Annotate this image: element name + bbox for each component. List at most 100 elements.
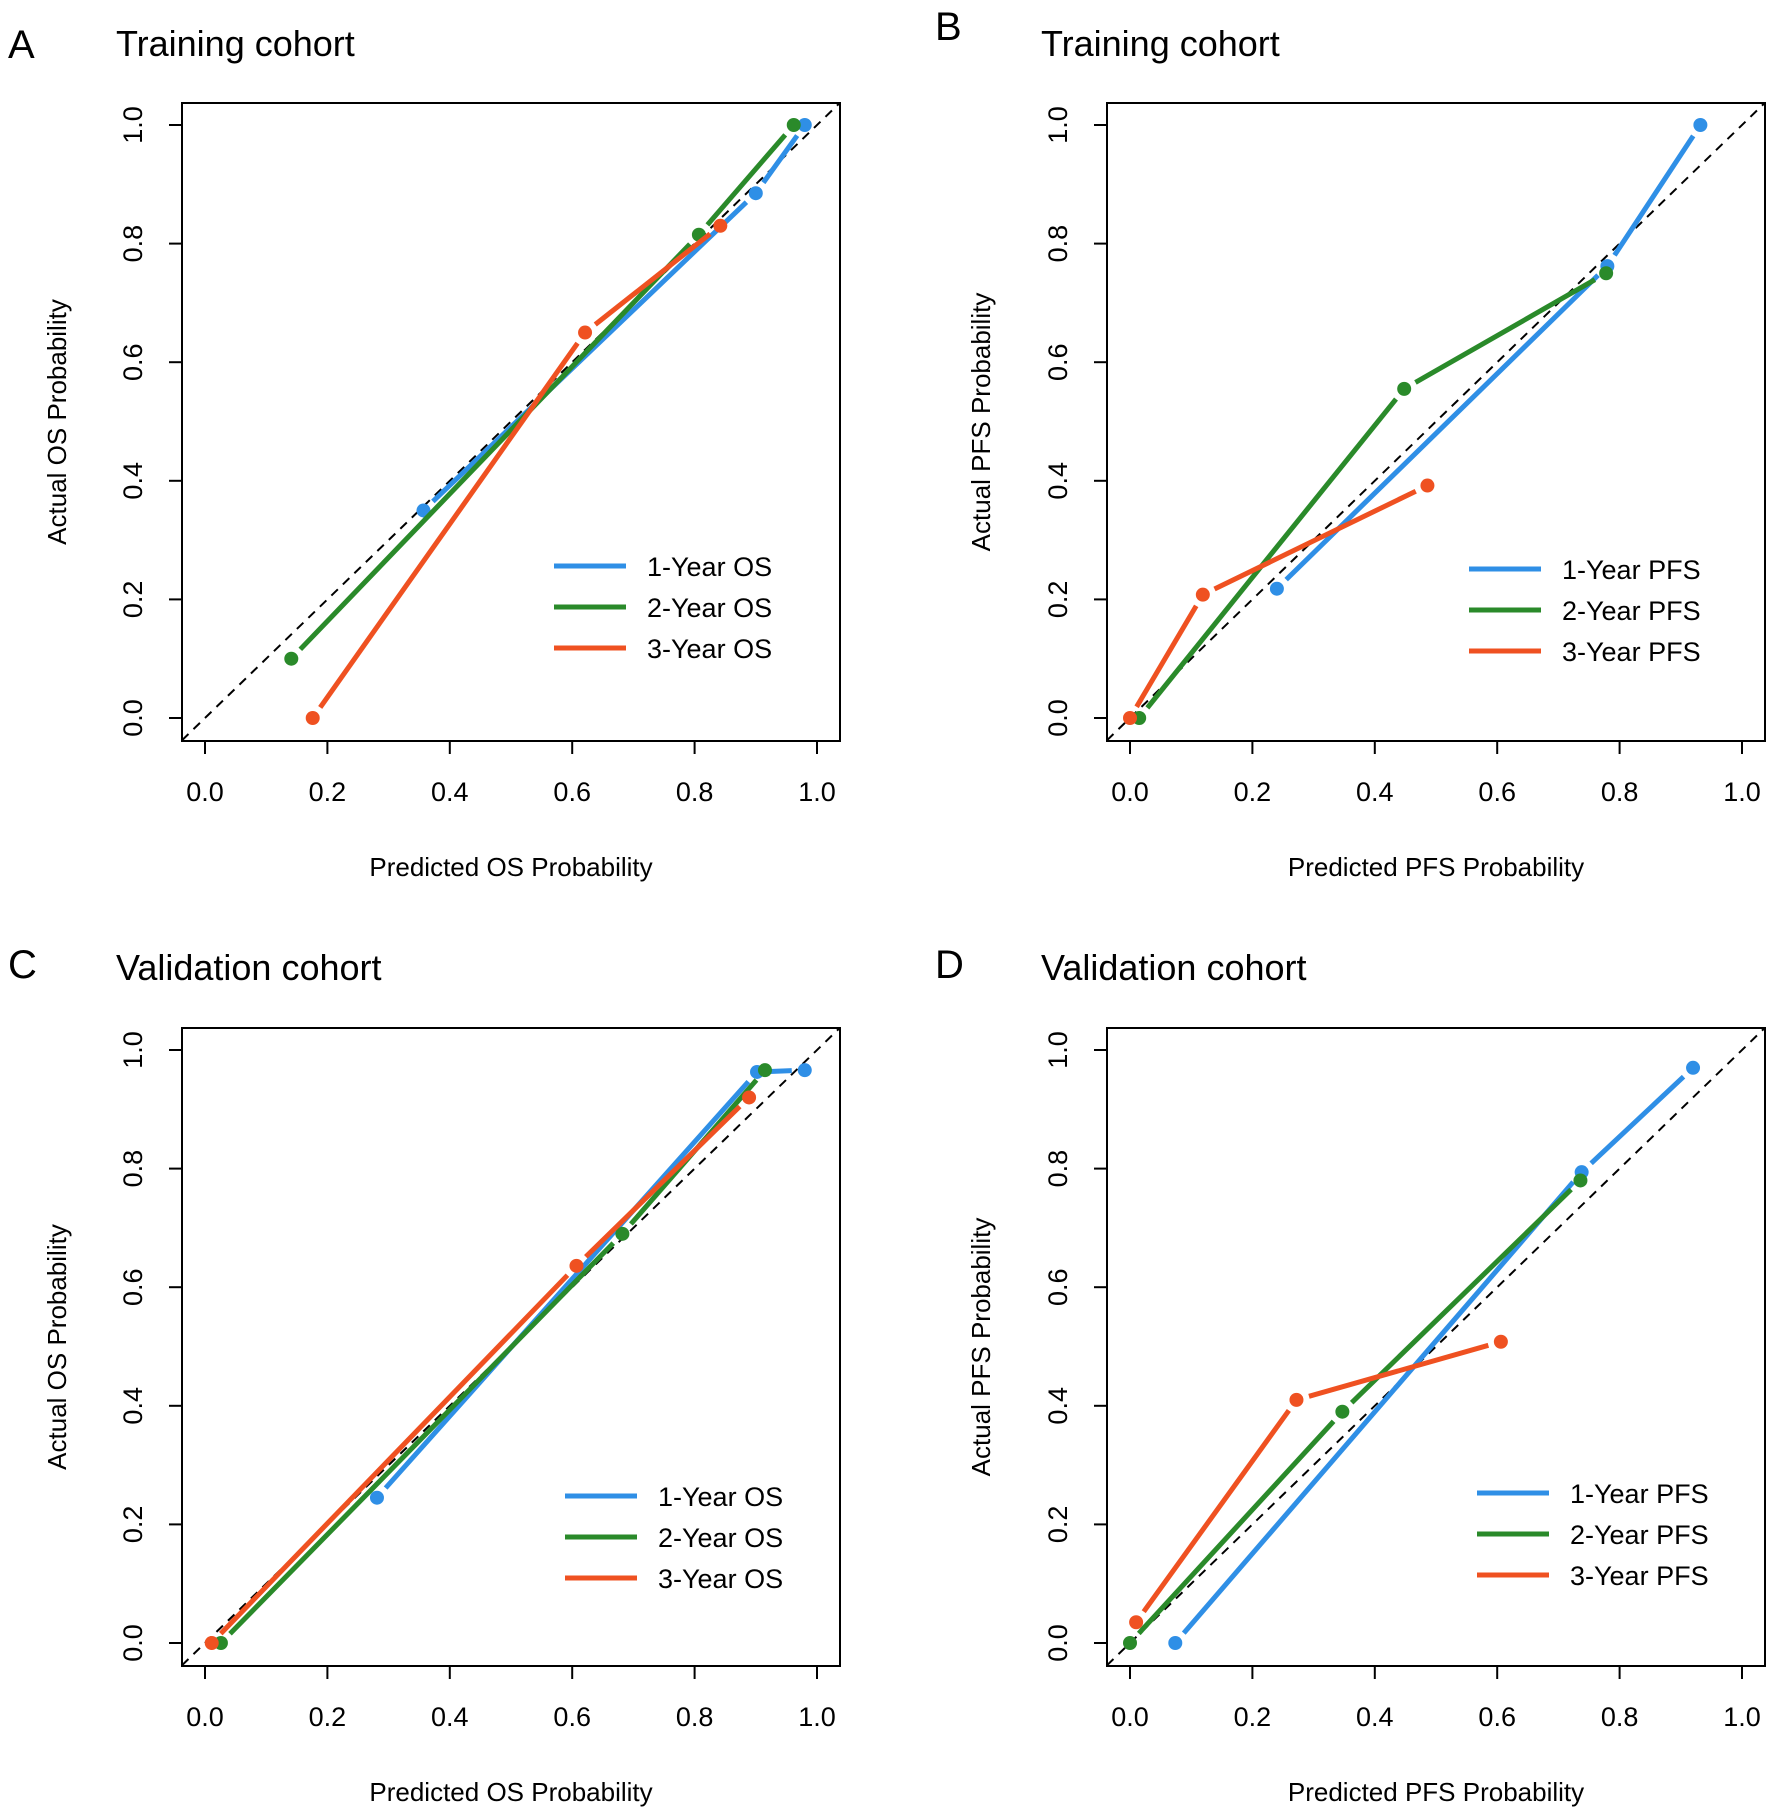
legend-label-1-a: 1-Year OS [647,552,772,582]
y-tick-label: 0.2 [1043,581,1073,619]
reference-diagonal-b [1106,102,1766,742]
data-point-2-b [1599,266,1614,281]
data-point-3-a [305,711,320,725]
y-tick-label: 0.2 [1043,1506,1073,1544]
x-axis-label-d: Predicted PFS Probability [1288,1777,1584,1807]
plot-frame-a [181,102,841,742]
x-axis-label-b: Predicted PFS Probability [1288,852,1584,882]
y-tick-label: 0.0 [118,699,148,737]
reference-diagonal-a [181,102,841,742]
data-point-3-c [204,1636,219,1650]
legend-label-2-d: 2-Year PFS [1570,1520,1709,1550]
y-tick-label: 0.2 [118,581,148,619]
y-axis-label-a: Actual OS Probability [42,299,72,545]
series-line-3-d [1141,1408,1291,1614]
data-point-2-a [786,118,801,132]
plot-frame-c [181,1027,841,1667]
plot-frame-b [1106,102,1766,742]
y-axis-label-c: Actual OS Probability [42,1224,72,1470]
series-line-3-b [1134,604,1199,709]
x-tick-label: 0.0 [186,1702,224,1732]
series-line-2-a [705,133,788,227]
x-tick-label: 0.8 [676,1702,714,1732]
data-point-1-d [1168,1636,1183,1650]
series-line-1-b [1612,134,1696,257]
x-tick-label: 0.6 [553,777,591,807]
y-tick-label: 0.2 [118,1506,148,1544]
series-line-2-a [298,242,692,652]
data-point-2-d [1335,1404,1350,1419]
data-point-1-c [369,1490,384,1505]
data-point-1-c [797,1063,812,1078]
y-tick-label: 0.0 [118,1624,148,1662]
series-line-1-c [383,1079,751,1490]
legend-label-3-b: 3-Year PFS [1562,637,1701,667]
x-tick-label: 1.0 [1723,1702,1761,1732]
x-axis-label-c: Predicted OS Probability [369,1777,652,1807]
series-line-1-d [1181,1180,1576,1635]
legend-label-3-a: 3-Year OS [647,634,772,664]
y-tick-label: 1.0 [1043,1031,1073,1069]
data-point-2-c [615,1226,630,1241]
series-line-2-d [1349,1187,1573,1405]
series-line-1-c [769,1068,792,1074]
data-point-3-a [713,218,728,233]
y-tick-label: 0.0 [1043,699,1073,737]
panel-b: B Training cohort 0.0 0.2 0.4 0.6 0.8 1.0 0.0 0… [935,5,1766,882]
y-tick-label: 0.8 [118,225,148,263]
legend-label-2-a: 2-Year OS [647,593,772,623]
data-point-3-a [578,325,593,340]
legend-label-1-c: 1-Year OS [658,1482,783,1512]
x-tick-label: 1.0 [798,777,836,807]
panel-letter-d: D [935,943,964,987]
x-tick-label: 0.0 [1111,1702,1149,1732]
x-tick-label: 0.4 [1356,777,1394,807]
data-point-3-c [742,1090,757,1105]
data-point-1-b [1269,581,1284,596]
y-tick-label: 0.6 [118,343,148,381]
x-tick-label: 0.0 [1111,777,1149,807]
data-point-1-b [1693,118,1708,132]
data-point-2-b [1397,381,1412,396]
y-tick-label: 0.4 [118,1387,148,1425]
y-tick-label: 1.0 [1043,106,1073,144]
series-line-3-b [1213,488,1417,592]
panel-title-d: Validation cohort [1041,947,1307,988]
data-point-1-a [797,118,812,132]
panel-a: A Training cohort 0.0 0.2 0.4 0.6 0.8 1.0 0.0 0… [8,23,841,882]
y-tick-label: 0.6 [1043,343,1073,381]
legend-label-2-c: 2-Year OS [658,1523,783,1553]
legend-label-1-d: 1-Year PFS [1570,1479,1709,1509]
y-tick-label: 0.0 [1043,1624,1073,1662]
series-line-2-c [228,1241,616,1636]
series-line-2-b [1414,277,1597,385]
y-tick-label: 0.6 [1043,1268,1073,1306]
series-line-1-a [761,134,800,185]
x-axis-label-a: Predicted OS Probability [369,852,652,882]
x-tick-label: 0.0 [186,777,224,807]
plot-frame-d [1106,1027,1766,1667]
series-line-1-d [1589,1074,1686,1166]
data-point-3-d [1493,1334,1508,1349]
panel-title-c: Validation cohort [116,947,382,988]
x-tick-label: 0.4 [431,777,469,807]
data-point-1-a [748,186,763,201]
data-point-2-d [1123,1636,1137,1650]
data-point-3-b [1195,587,1210,602]
x-tick-label: 0.6 [1478,1702,1516,1732]
y-tick-label: 1.0 [118,1031,148,1069]
x-tick-label: 0.8 [1601,777,1639,807]
legend-label-3-d: 3-Year PFS [1570,1561,1709,1591]
data-point-2-c [757,1063,772,1078]
panel-letter-c: C [8,943,37,987]
legend-label-3-c: 3-Year OS [658,1564,783,1594]
x-tick-label: 0.6 [1478,777,1516,807]
series-line-2-d [1136,1419,1336,1636]
data-point-3-c [569,1258,584,1273]
x-tick-label: 0.2 [1234,1702,1272,1732]
x-tick-label: 1.0 [798,1702,836,1732]
y-tick-label: 0.8 [1043,1150,1073,1188]
x-tick-label: 0.4 [1356,1702,1394,1732]
y-axis-label-b: Actual PFS Probability [966,293,996,552]
legend-label-1-b: 1-Year PFS [1562,555,1701,585]
